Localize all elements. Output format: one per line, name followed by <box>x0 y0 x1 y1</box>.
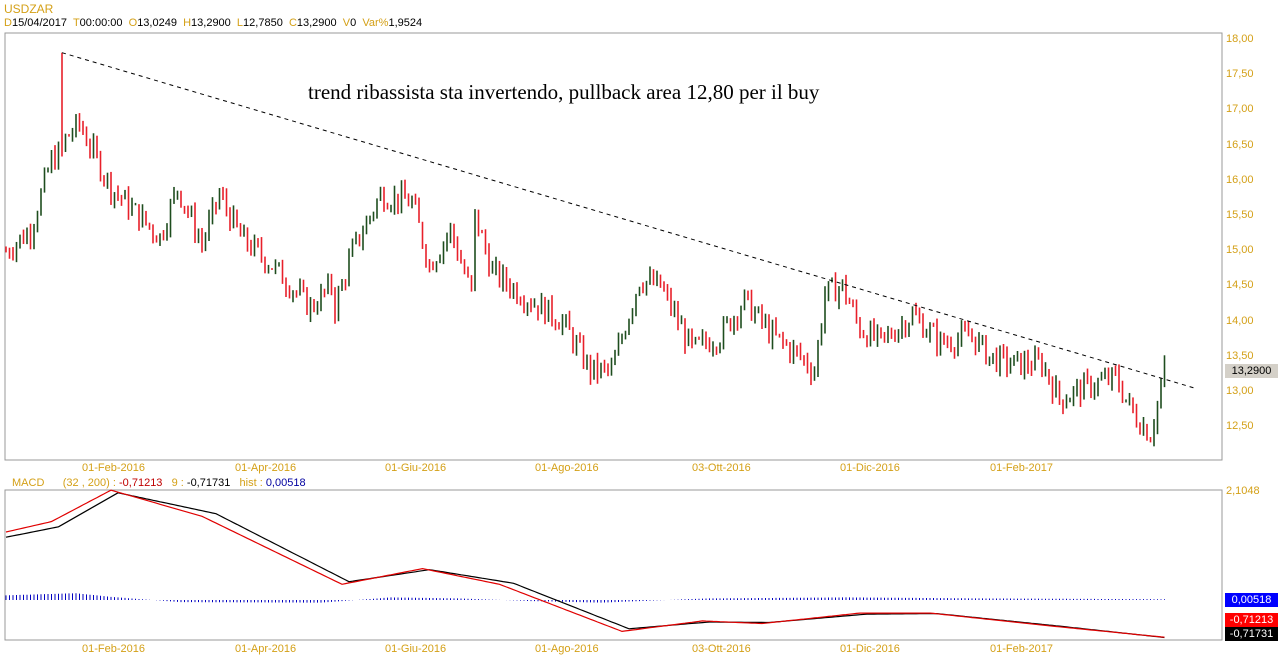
x-tick-label: 01-Ago-2016 <box>535 643 599 655</box>
x-tick-label: 01-Dic-2016 <box>840 462 900 474</box>
symbol-title: USDZAR <box>4 2 54 16</box>
x-tick-label: 01-Apr-2016 <box>235 462 297 474</box>
x-tick-label: 01-Giu-2016 <box>385 462 447 474</box>
x-tick-label: 01-Dic-2016 <box>840 643 900 655</box>
y-tick-label: 15,00 <box>1226 244 1254 257</box>
x-tick-label: 01-Apr-2016 <box>235 643 297 655</box>
x-tick-label: 03-Ott-2016 <box>692 643 751 655</box>
y-tick-label: 16,50 <box>1226 138 1254 151</box>
y-tick-label: 15,50 <box>1226 209 1254 221</box>
y-tick-label: 16,00 <box>1226 173 1254 186</box>
x-tick-label: 01-Giu-2016 <box>385 643 447 655</box>
annotation-text: trend ribassista sta invertendo, pullbac… <box>308 80 820 104</box>
ohlc-header: D15/04/2017 T00:00:00 O13,0249 H13,2900 … <box>4 17 423 29</box>
y-tick-label: 12,50 <box>1226 420 1254 433</box>
y-tick-label: 13,50 <box>1226 349 1254 362</box>
y-tick-label: 18,00 <box>1226 33 1254 45</box>
signal-value-badge: -0,71731 <box>1225 627 1278 641</box>
x-tick-label: 03-Ott-2016 <box>692 462 751 474</box>
y-tick-label: 14,00 <box>1226 314 1254 327</box>
x-tick-label: 01-Ago-2016 <box>535 462 599 474</box>
macd-top-tick: 2,1048 <box>1226 485 1260 497</box>
signal-line <box>5 492 1165 639</box>
y-tick-label: 14,50 <box>1226 279 1254 292</box>
macd-legend: MACD (32 , 200) : -0,71213 9 : -0,71731 … <box>12 477 306 489</box>
y-tick-label: 17,50 <box>1226 68 1254 81</box>
y-tick-label: 13,00 <box>1226 385 1254 397</box>
price-panel-frame <box>4 32 1223 461</box>
macd-label: MACD <box>12 477 45 489</box>
x-tick-label: 01-Feb-2017 <box>990 462 1053 474</box>
last-price-badge: 13,2900 <box>1225 364 1278 378</box>
macd-value-badge: -0,71213 <box>1225 613 1278 627</box>
trend-line <box>61 52 1197 389</box>
x-tick-label: 01-Feb-2016 <box>82 462 145 474</box>
macd-line <box>5 489 1165 638</box>
hist-value-badge: 0,00518 <box>1225 593 1278 607</box>
macd-panel-frame <box>4 489 1223 641</box>
x-tick-label: 01-Feb-2016 <box>82 643 145 655</box>
y-tick-label: 17,00 <box>1226 103 1254 116</box>
x-tick-label: 01-Feb-2017 <box>990 643 1053 655</box>
